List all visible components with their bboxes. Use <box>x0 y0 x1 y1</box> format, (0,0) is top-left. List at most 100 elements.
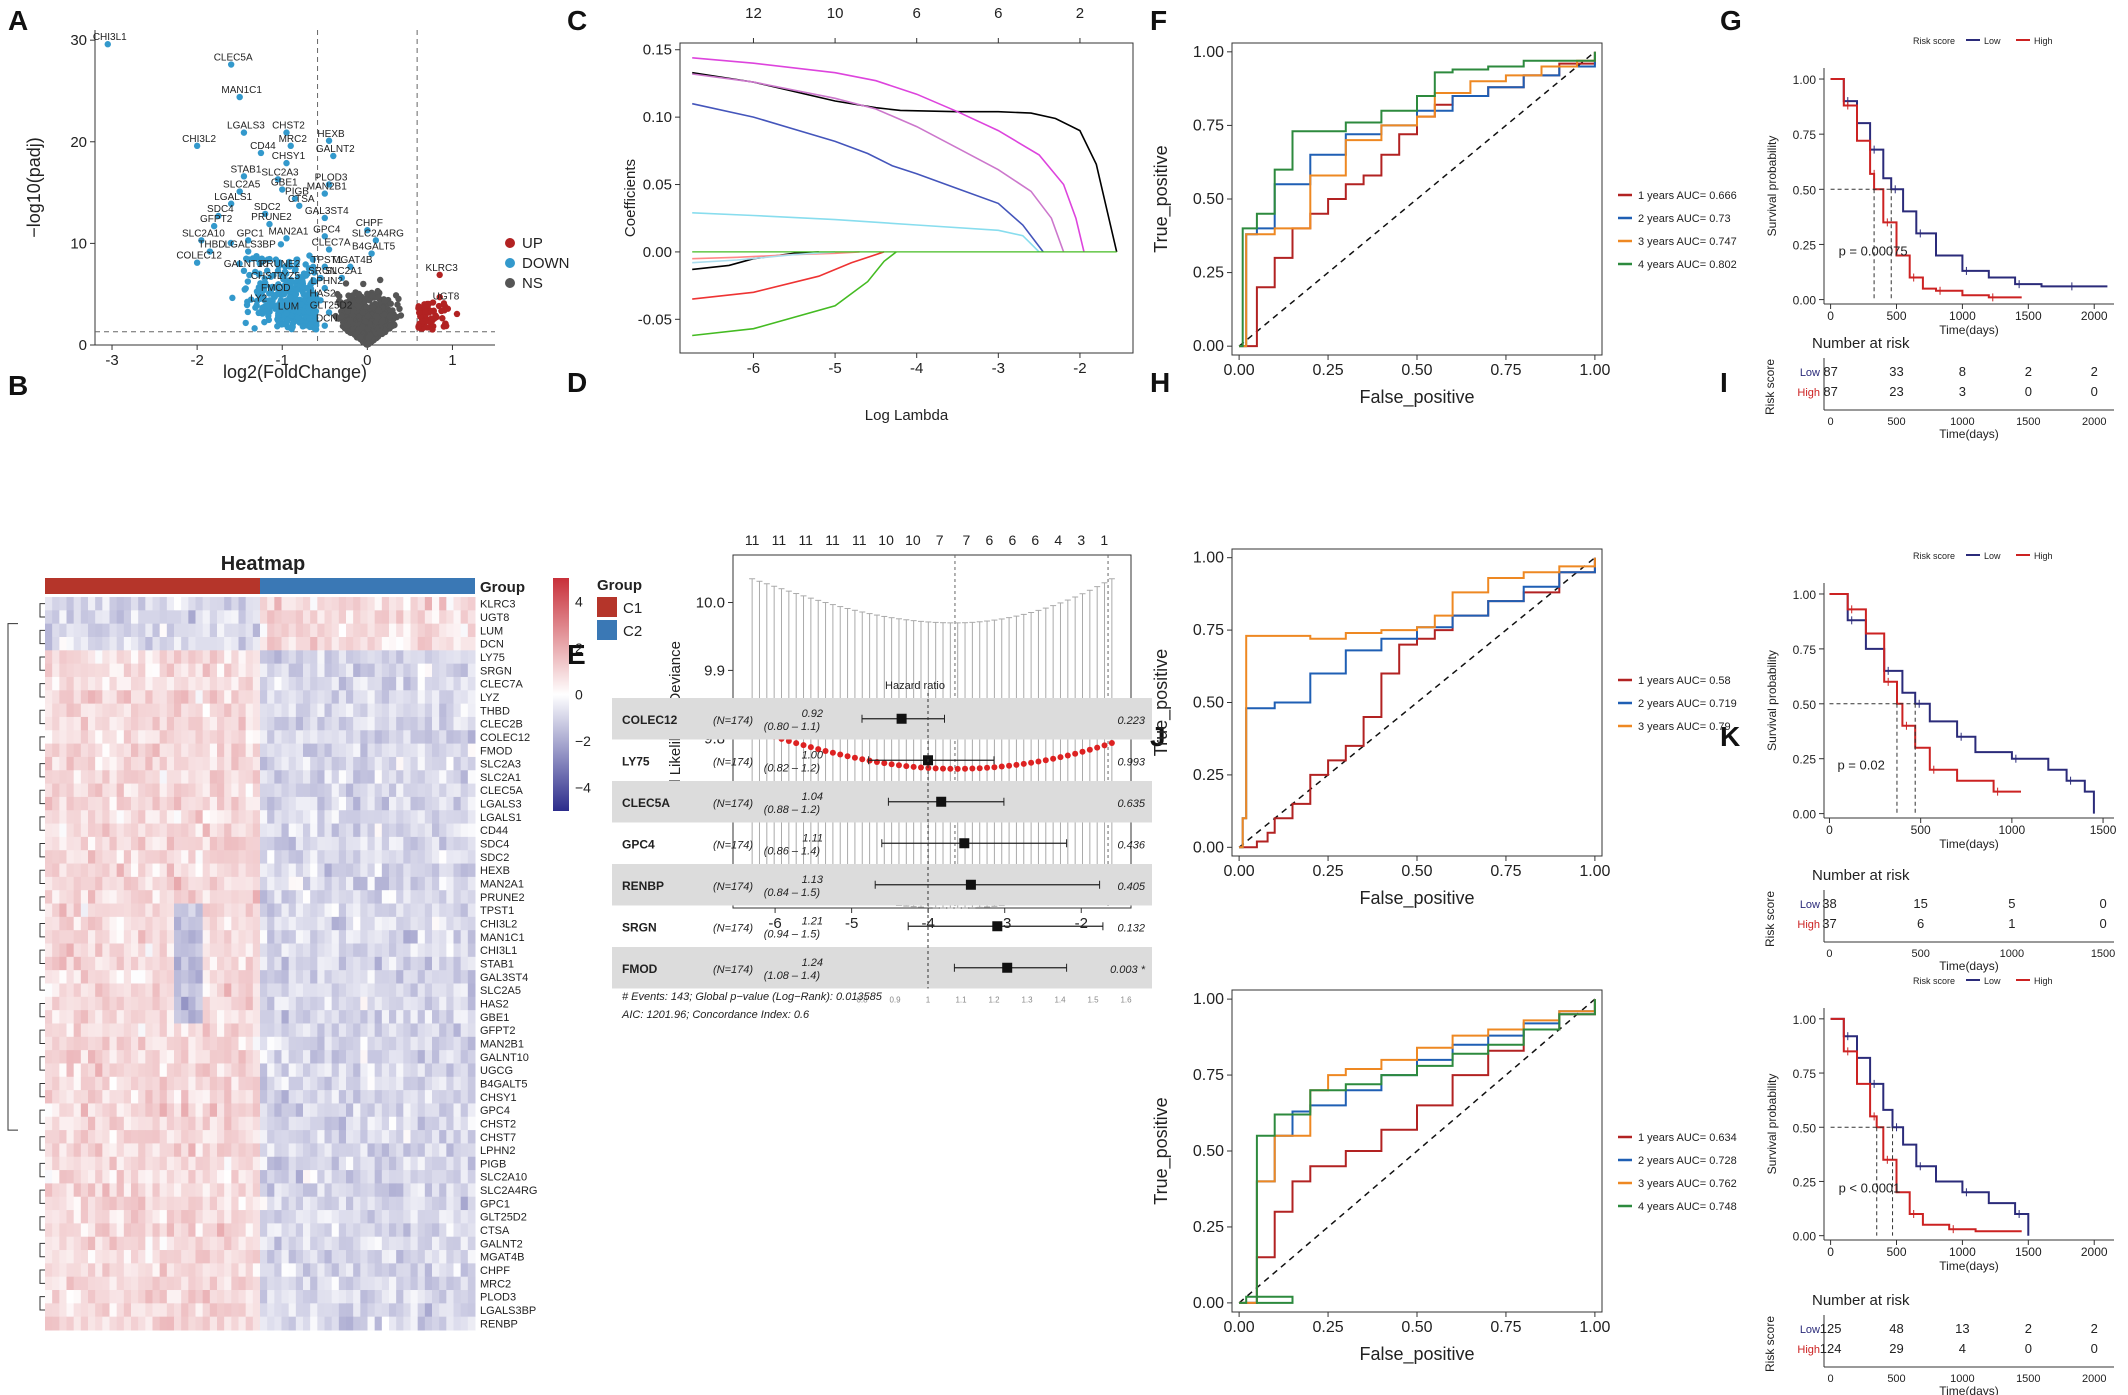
heatmap-cell <box>195 703 204 718</box>
heatmap-cell <box>353 1076 361 1091</box>
heatmap-cell <box>181 676 189 691</box>
heatmap-cell <box>116 1276 125 1291</box>
heatmap-cell <box>52 890 60 905</box>
heatmap-cell <box>310 756 318 771</box>
heatmap-cell <box>95 1290 103 1304</box>
heatmap-cell <box>52 1196 60 1211</box>
heatmap-cell <box>145 650 153 665</box>
heatmap-cell <box>281 1290 290 1304</box>
heatmap-cell <box>231 650 239 665</box>
heatmap-cell <box>138 1303 146 1318</box>
heatmap-cell <box>195 1023 204 1038</box>
heatmap-cell <box>188 1223 196 1238</box>
heatmap-cell <box>95 970 103 984</box>
heatmap-cell <box>260 863 268 878</box>
heatmap-cell <box>52 636 60 651</box>
heatmap-cell <box>439 1116 447 1131</box>
heatmap-cell <box>453 1316 462 1331</box>
heatmap-cell <box>439 1170 447 1184</box>
heatmap-cell <box>374 796 383 811</box>
heatmap-cell <box>432 1010 440 1024</box>
heatmap-cell <box>396 676 404 691</box>
heatmap-cell <box>417 823 426 838</box>
ns-point <box>369 292 376 300</box>
heatmap-cell <box>217 796 225 811</box>
gene-label: B4GALT5 <box>352 242 396 253</box>
heatmap-cell <box>432 1090 440 1104</box>
heatmap-cell <box>324 1010 333 1024</box>
heatmap-cell <box>374 1050 383 1064</box>
heatmap-cell <box>73 690 82 705</box>
heatmap-cell <box>145 690 153 705</box>
heatmap-cell <box>152 1103 161 1118</box>
heatmap-cell <box>260 1103 268 1118</box>
heatmap-cell <box>202 1223 211 1238</box>
heatmap-cell <box>45 970 53 984</box>
heatmap-cell <box>374 703 383 718</box>
heatmap-cell <box>417 1130 426 1144</box>
heatmap-cell <box>195 1050 204 1064</box>
heatmap-cell <box>231 903 239 918</box>
up-point <box>429 326 436 333</box>
heatmap-cell <box>410 636 419 651</box>
heatmap-cell <box>389 1090 397 1104</box>
heatmap-cell <box>417 876 426 891</box>
heatmap-cell <box>381 743 390 758</box>
heatmap-cell <box>439 756 447 771</box>
heatmap-cell <box>403 1196 411 1211</box>
heatmap-cell <box>453 770 462 785</box>
heatmap-cell <box>381 1143 390 1158</box>
dendrogram-branch <box>39 736 45 751</box>
heatmap-cell <box>181 1303 189 1318</box>
heatmap-cell <box>324 1210 333 1224</box>
row-label: PLOD3 <box>480 1292 516 1304</box>
heatmap-cell <box>367 1183 376 1198</box>
heatmap-cell <box>224 943 232 958</box>
heatmap-cell <box>338 863 347 878</box>
heatmap-cell <box>131 1130 139 1144</box>
heatmap-cell <box>73 1010 82 1024</box>
heatmap-cell <box>453 1250 462 1264</box>
gene-label: LY2 <box>250 293 267 304</box>
heatmap-cell <box>331 1130 340 1144</box>
heatmap-cell <box>159 903 168 918</box>
heatmap-cell <box>102 1170 110 1184</box>
heatmap-cell <box>267 916 275 931</box>
heatmap-cell <box>410 1023 419 1038</box>
heatmap-cell <box>324 970 333 984</box>
heatmap-cell <box>317 916 325 931</box>
heatmap-cell <box>95 930 103 945</box>
coef-path <box>692 251 897 337</box>
heatmap-cell <box>66 903 75 918</box>
heatmap-cell <box>224 836 232 851</box>
heatmap-cell <box>267 996 275 1011</box>
up-point <box>422 308 429 315</box>
heatmap-cell <box>80 916 89 931</box>
heatmap-cell <box>88 623 96 638</box>
heatmap-cell <box>281 676 290 691</box>
heatmap-cell <box>224 676 232 691</box>
heatmap-cell <box>166 1196 175 1211</box>
heatmap-cell <box>217 1023 225 1038</box>
heatmap-cell <box>303 1290 311 1304</box>
heatmap-cell <box>152 890 161 905</box>
heatmap-cell <box>166 610 175 625</box>
heatmap-cell <box>446 863 454 878</box>
top-tick-label: 6 <box>1008 532 1016 548</box>
heatmap-cell <box>131 783 139 798</box>
heatmap-cell <box>102 1290 110 1304</box>
heatmap-cell <box>152 983 161 998</box>
y-tick-label: 10 <box>70 235 87 252</box>
heatmap-cell <box>45 1223 53 1238</box>
gene-label: CLEC7A <box>312 237 351 248</box>
heatmap-cell <box>166 796 175 811</box>
heatmap-cell <box>52 1263 60 1278</box>
heatmap-cell <box>432 716 440 731</box>
row-label: SLC2A3 <box>480 759 521 771</box>
heatmap-cell <box>123 810 132 825</box>
heatmap-cell <box>446 930 454 945</box>
heatmap-cell <box>403 597 411 611</box>
heatmap-cell <box>374 1103 383 1118</box>
heatmap-cell <box>346 1276 354 1291</box>
heatmap-cell <box>381 1090 390 1104</box>
